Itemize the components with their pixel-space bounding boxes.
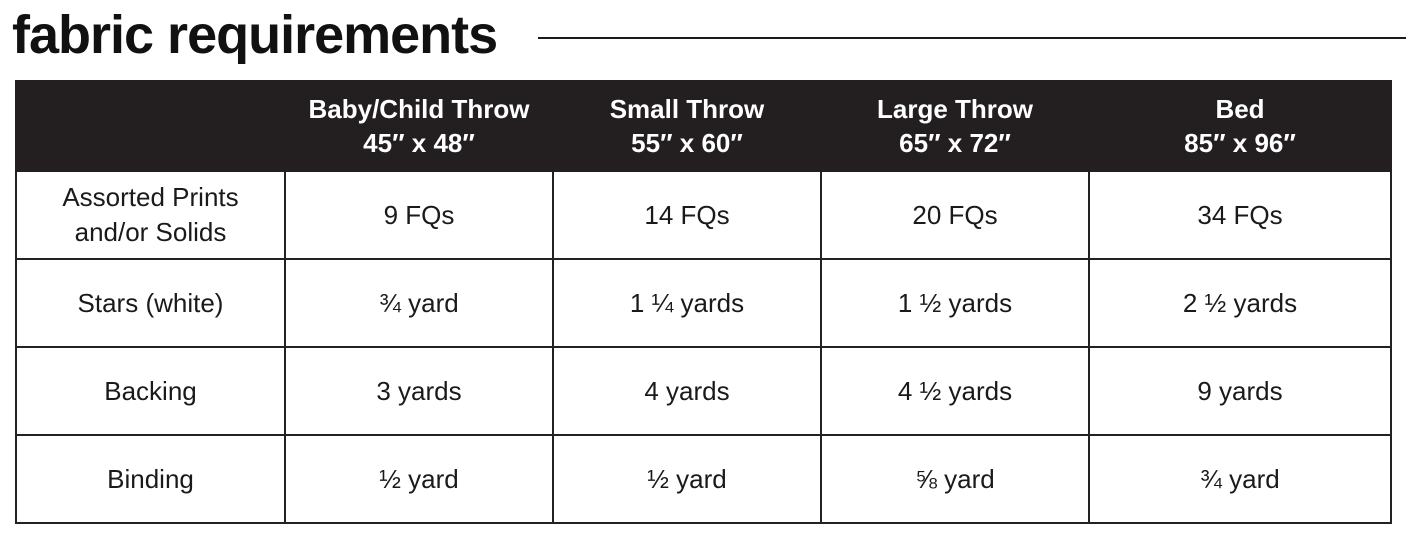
column-size: 65″ x 72″ bbox=[899, 128, 1011, 158]
row-label-stars: Stars (white) bbox=[15, 258, 286, 348]
table-row: Stars (white) ¾ yard 1 ¼ yards 1 ½ yards… bbox=[15, 258, 1392, 348]
table-cell: 34 FQs bbox=[1088, 170, 1392, 260]
table-cell: 4 ½ yards bbox=[820, 346, 1090, 436]
row-label-line: Assorted Prints bbox=[62, 182, 239, 212]
table-cell: 20 FQs bbox=[820, 170, 1090, 260]
row-label-line: and/or Solids bbox=[74, 217, 227, 247]
table-cell: 9 yards bbox=[1088, 346, 1392, 436]
table-cell: 1 ½ yards bbox=[820, 258, 1090, 348]
table-cell: 2 ½ yards bbox=[1088, 258, 1392, 348]
fabric-requirements-table: Baby/Child Throw 45″ x 48″ Small Throw 5… bbox=[15, 80, 1392, 524]
table-row: Backing 3 yards 4 yards 4 ½ yards 9 yard… bbox=[15, 346, 1392, 436]
column-name: Baby/Child Throw bbox=[308, 94, 530, 124]
column-size: 85″ x 96″ bbox=[1184, 128, 1296, 158]
row-label-assorted-prints: Assorted Prints and/or Solids bbox=[15, 170, 286, 260]
page-title: fabric requirements bbox=[12, 5, 498, 65]
table-cell: 9 FQs bbox=[284, 170, 554, 260]
title-divider bbox=[538, 37, 1406, 39]
row-label-backing: Backing bbox=[15, 346, 286, 436]
table-cell: 14 FQs bbox=[552, 170, 822, 260]
table-row: Assorted Prints and/or Solids 9 FQs 14 F… bbox=[15, 170, 1392, 260]
table-cell: 3 yards bbox=[284, 346, 554, 436]
column-name: Large Throw bbox=[876, 94, 1033, 124]
header-cell-small-throw: Small Throw 55″ x 60″ bbox=[552, 80, 822, 172]
table-cell: ⅝ yard bbox=[820, 434, 1090, 524]
header-cell-baby-child-throw: Baby/Child Throw 45″ x 48″ bbox=[284, 80, 554, 172]
title-row: fabric requirements bbox=[12, 0, 1406, 78]
table-cell: ¾ yard bbox=[1088, 434, 1392, 524]
table-header-row: Baby/Child Throw 45″ x 48″ Small Throw 5… bbox=[15, 80, 1392, 172]
table-cell: ½ yard bbox=[552, 434, 822, 524]
table-cell: ¾ yard bbox=[284, 258, 554, 348]
table-row: Binding ½ yard ½ yard ⅝ yard ¾ yard bbox=[15, 434, 1392, 524]
column-size: 55″ x 60″ bbox=[631, 128, 743, 158]
table-cell: 1 ¼ yards bbox=[552, 258, 822, 348]
table-cell: 4 yards bbox=[552, 346, 822, 436]
header-cell-large-throw: Large Throw 65″ x 72″ bbox=[820, 80, 1090, 172]
column-name: Small Throw bbox=[609, 94, 765, 124]
header-cell-bed: Bed 85″ x 96″ bbox=[1088, 80, 1392, 172]
row-label-binding: Binding bbox=[15, 434, 286, 524]
column-size: 45″ x 48″ bbox=[363, 128, 475, 158]
column-name: Bed bbox=[1215, 94, 1265, 124]
header-cell-empty bbox=[15, 80, 286, 172]
table-cell: ½ yard bbox=[284, 434, 554, 524]
